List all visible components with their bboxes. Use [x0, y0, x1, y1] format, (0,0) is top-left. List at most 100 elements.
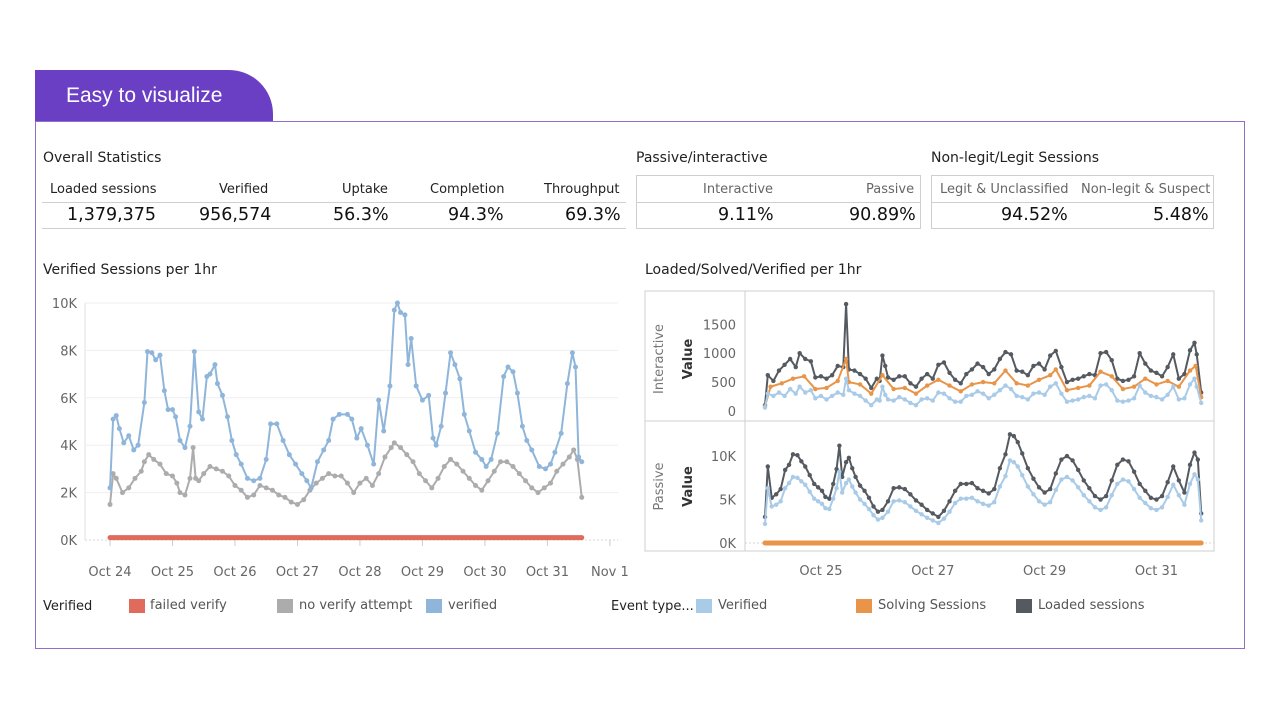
- throughput-header: Throughput: [544, 182, 620, 197]
- left-x-tick-label: Oct 31: [526, 565, 569, 580]
- overall-stats-divider: [42, 202, 626, 203]
- left-point-no-verify-attempt-16: [187, 475, 193, 481]
- right-passive-y-tick-label: 5K: [719, 494, 736, 509]
- left-point-no-verify-attempt-58: [435, 475, 441, 481]
- right-passive-point-loaded-sessions-68: [1087, 486, 1092, 491]
- right-interactive-point-verified-14: [835, 390, 840, 395]
- right-passive-point-verified-43: [952, 500, 958, 506]
- legit-sessions-title: Non-legit/Legit Sessions: [931, 150, 1100, 166]
- right-passive-point-loaded-sessions-35: [908, 492, 913, 497]
- overall-statistics-title: Overall Statistics: [43, 150, 162, 166]
- left-point-verified-93: [564, 381, 570, 387]
- left-point-verified-16: [173, 414, 179, 420]
- right-passive-point-verified-41: [941, 516, 947, 521]
- left-point-no-verify-attempt-21: [207, 464, 213, 470]
- loaded-solved-verified-chart-title: Loaded/Solved/Verified per 1hr: [645, 262, 862, 278]
- right-passive-point-loaded-sessions-80: [1154, 497, 1159, 502]
- right-passive-point-verified-5: [782, 486, 788, 491]
- left-point-no-verify-attempt-28: [251, 492, 257, 498]
- left-point-no-verify-attempt-70: [510, 464, 516, 470]
- right-passive-point-loaded-sessions-86: [1187, 462, 1193, 467]
- right-interactive-point-solving-sessions-35: [1131, 384, 1137, 389]
- right-passive-point-verified-59: [1036, 499, 1042, 504]
- right-interactive-point-solving-sessions-3: [790, 376, 796, 381]
- loaded-sessions-header: Loaded sessions: [50, 182, 157, 197]
- left-point-no-verify-attempt-10: [157, 461, 163, 467]
- right-interactive-point-loaded-sessions-38: [952, 377, 958, 382]
- left-point-verified-38: [280, 437, 286, 443]
- right-passive-point-loaded-sessions-69: [1092, 493, 1098, 499]
- right-passive-point-loaded-sessions-74: [1120, 457, 1126, 462]
- right-passive-point-loaded-sessions-37: [919, 502, 924, 507]
- right-interactive-y-tick-label: 500: [711, 376, 736, 391]
- left-point-no-verify-attempt-3: [119, 490, 125, 496]
- left-point-no-verify-attempt-40: [326, 471, 332, 477]
- right-passive-point-verified-10: [803, 482, 808, 487]
- right-passive-point-verified-0: [762, 521, 768, 527]
- right-interactive-point-solving-sessions-10: [857, 382, 863, 387]
- left-x-tick-label: Oct 24: [88, 565, 131, 580]
- left-point-verified-71: [448, 350, 454, 356]
- right-interactive-point-solving-sessions-17: [936, 377, 941, 382]
- left-y-tick-label: 0K: [60, 534, 77, 549]
- left-point-verified-67: [430, 435, 436, 441]
- right-passive-point-loaded-sessions-4: [778, 486, 783, 492]
- uptake-value: 56.3%: [333, 205, 389, 225]
- right-passive-point-verified-49: [986, 503, 991, 508]
- right-passive-point-loaded-sessions-40: [936, 514, 941, 520]
- right-interactive-point-solving-sessions-39: [1176, 384, 1182, 389]
- left-point-verified-84: [514, 390, 520, 396]
- right-passive-point-loaded-sessions-23: [850, 466, 855, 471]
- right-interactive-point-verified-19: [857, 393, 863, 399]
- right-passive-point-loaded-sessions-1: [765, 464, 770, 469]
- passive-interactive-title: Passive/interactive: [636, 150, 768, 166]
- left-point-no-verify-attempt-2: [113, 475, 119, 481]
- right-passive-point-verified-9: [799, 479, 804, 484]
- right-passive-point-verified-18: [834, 486, 839, 491]
- left-point-verified-73: [457, 376, 463, 382]
- right-passive-point-verified-36: [913, 508, 919, 514]
- right-interactive-point-loaded-sessions-71: [1137, 351, 1142, 356]
- right-passive-point-verified-13: [815, 499, 821, 504]
- right-interactive-point-loaded-sessions-4: [782, 362, 787, 367]
- right-passive-point-loaded-sessions-7: [790, 452, 796, 457]
- left-point-verified-46: [326, 437, 332, 443]
- verified-sessions-chart: 0K 2K 4K 6K 8K 10K Oct 24 Oct 25 Oct 26 Oct 27 Oct…: [52, 297, 629, 580]
- left-point-verified-29: [229, 437, 235, 443]
- right-interactive-point-verified-77: [1171, 384, 1176, 389]
- left-point-no-verify-attempt-75: [541, 485, 547, 491]
- left-point-no-verify-attempt-52: [398, 445, 404, 451]
- left-point-verified-41: [299, 471, 305, 477]
- left-point-verified-88: [536, 464, 542, 470]
- right-interactive-point-loaded-sessions-67: [1115, 376, 1120, 381]
- right-interactive-point-verified-0: [762, 405, 768, 410]
- right-passive-point-loaded-sessions-76: [1131, 469, 1137, 474]
- left-point-no-verify-attempt-57: [429, 485, 435, 491]
- left-point-verified-70: [443, 390, 449, 396]
- right-passive-point-loaded-sessions-77: [1137, 481, 1142, 487]
- right-interactive-point-loaded-sessions-21: [869, 385, 874, 391]
- left-point-no-verify-attempt-48: [376, 471, 382, 477]
- right-interactive-point-verified-65: [1103, 382, 1109, 387]
- right-passive-point-verified-23: [850, 484, 855, 489]
- left-point-no-verify-attempt-19: [196, 478, 202, 484]
- legit-sessions-divider: [931, 202, 1214, 203]
- right-interactive-point-loaded-sessions-66: [1109, 357, 1114, 363]
- right-interactive-point-loaded-sessions-51: [1025, 372, 1031, 378]
- right-interactive-point-solving-sessions-5: [813, 386, 818, 392]
- left-point-verified-39: [286, 452, 292, 458]
- left-point-verified-33: [251, 478, 257, 484]
- right-interactive-y-tick-label: 1500: [703, 318, 736, 333]
- right-passive-point-verified-88: [1195, 477, 1201, 482]
- right-passive-point-loaded-sessions-75: [1126, 459, 1131, 464]
- right-interactive-point-solving-sessions-33: [1109, 374, 1114, 379]
- right-interactive-point-verified-81: [1192, 376, 1197, 381]
- right-interactive-point-solving-sessions-7: [835, 378, 840, 384]
- left-point-verified-57: [387, 383, 393, 389]
- left-point-verified-60: [398, 309, 404, 315]
- left-point-no-verify-attempt-67: [491, 468, 497, 474]
- right-interactive-point-verified-17: [846, 388, 852, 393]
- left-x-tick-label: Oct 28: [338, 565, 381, 580]
- legend-label-no-verify-attempt: no verify attempt: [299, 598, 413, 613]
- right-interactive-point-solving-sessions-13: [891, 386, 896, 392]
